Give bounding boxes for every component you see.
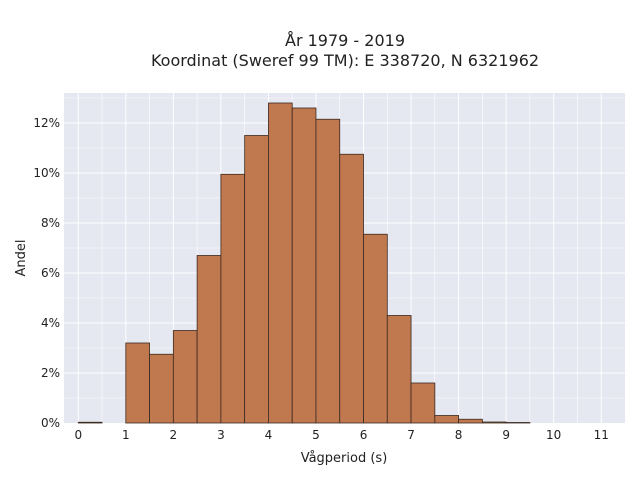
x-tick-label: 1 (122, 428, 130, 442)
y-axis-ticks: 0% 2% 4% 6% 8% 10% 12% (33, 116, 60, 430)
histogram-bar (244, 135, 269, 424)
x-tick-label: 5 (312, 428, 320, 442)
y-tick-label: 2% (41, 366, 60, 380)
x-axis-ticks: 0 1 2 3 4 5 6 7 8 9 10 11 (74, 428, 608, 442)
histogram-bar (481, 421, 507, 424)
histogram-bar (196, 255, 222, 424)
chart-subtitle: Koordinat (Sweref 99 TM): E 338720, N 63… (151, 51, 539, 70)
histogram-bar (339, 153, 364, 424)
histogram-bar (149, 353, 174, 424)
histogram-bar (458, 418, 483, 424)
x-tick-label: 6 (360, 428, 368, 442)
bars-group (77, 102, 531, 424)
histogram-bar (172, 330, 198, 424)
y-tick-label: 4% (41, 316, 60, 330)
x-tick-label: 11 (594, 428, 609, 442)
x-tick-label: 4 (265, 428, 273, 442)
histogram-bar (410, 382, 436, 424)
histogram-bar (505, 422, 531, 424)
histogram-bar (77, 421, 103, 424)
x-axis-label: Vågperiod (s) (301, 451, 388, 466)
histogram-bar (220, 173, 246, 424)
x-tick-label: 7 (407, 428, 415, 442)
histogram-bar (268, 102, 293, 424)
x-tick-label: 10 (546, 428, 561, 442)
histogram-bar (291, 107, 317, 424)
histogram-bar (315, 118, 341, 424)
chart-title: År 1979 - 2019 (285, 31, 405, 50)
histogram-bar (386, 315, 412, 424)
histogram-bar (125, 342, 150, 424)
histogram-bar (363, 233, 388, 424)
x-tick-label: 0 (74, 428, 82, 442)
y-tick-label: 12% (33, 116, 60, 130)
y-tick-label: 0% (41, 416, 60, 430)
histogram-bar (434, 415, 460, 424)
y-tick-label: 10% (33, 166, 60, 180)
x-tick-label: 9 (502, 428, 510, 442)
y-tick-label: 6% (41, 266, 60, 280)
x-tick-label: 2 (170, 428, 178, 442)
y-tick-label: 8% (41, 216, 60, 230)
x-tick-label: 3 (217, 428, 225, 442)
x-tick-label: 8 (455, 428, 463, 442)
y-axis-label: Andel (14, 240, 29, 277)
